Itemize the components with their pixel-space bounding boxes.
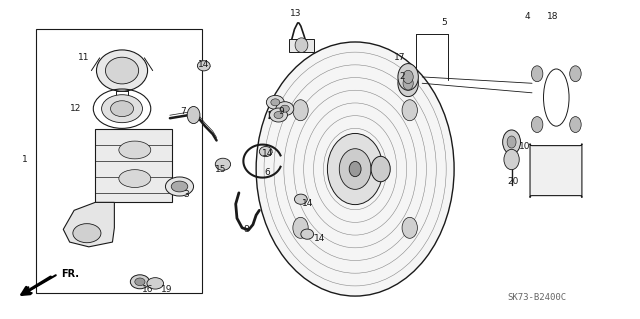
Text: 19: 19: [161, 285, 173, 294]
Text: 5: 5: [442, 19, 447, 27]
Text: 10: 10: [518, 142, 530, 151]
Ellipse shape: [274, 112, 283, 119]
Ellipse shape: [349, 161, 361, 177]
Ellipse shape: [215, 158, 230, 170]
Ellipse shape: [398, 63, 419, 90]
Text: 7: 7: [180, 108, 186, 116]
Ellipse shape: [119, 141, 151, 159]
Text: 18: 18: [547, 12, 559, 21]
FancyBboxPatch shape: [530, 144, 582, 197]
Ellipse shape: [301, 229, 314, 239]
Bar: [95, 129, 172, 202]
Ellipse shape: [73, 224, 101, 243]
Ellipse shape: [147, 278, 164, 289]
Ellipse shape: [256, 42, 454, 296]
Text: 13: 13: [290, 9, 301, 18]
Ellipse shape: [293, 100, 308, 121]
Ellipse shape: [266, 95, 284, 109]
Ellipse shape: [371, 156, 390, 182]
Text: 3: 3: [183, 190, 189, 199]
Ellipse shape: [135, 278, 145, 286]
Text: FR.: FR.: [61, 269, 79, 279]
Ellipse shape: [271, 99, 280, 106]
Ellipse shape: [197, 61, 210, 71]
Text: 14: 14: [262, 149, 273, 158]
Text: 4: 4: [525, 12, 531, 21]
Ellipse shape: [543, 69, 569, 126]
Text: 15: 15: [215, 165, 227, 174]
Ellipse shape: [402, 217, 417, 238]
Ellipse shape: [531, 66, 543, 82]
Bar: [289, 39, 314, 51]
Text: 9: 9: [279, 108, 285, 116]
Ellipse shape: [339, 149, 371, 189]
Ellipse shape: [403, 77, 413, 90]
Text: 20: 20: [507, 177, 518, 186]
Text: 14: 14: [301, 199, 313, 208]
Ellipse shape: [507, 136, 516, 148]
Ellipse shape: [280, 105, 289, 112]
Ellipse shape: [111, 101, 134, 117]
Ellipse shape: [293, 217, 308, 238]
Ellipse shape: [166, 177, 193, 196]
Ellipse shape: [570, 66, 581, 82]
Ellipse shape: [106, 57, 139, 84]
Ellipse shape: [403, 70, 413, 84]
Text: 16: 16: [142, 285, 154, 294]
Text: 8: 8: [244, 225, 250, 234]
Text: 1: 1: [22, 155, 28, 164]
Ellipse shape: [570, 117, 581, 132]
Text: 2: 2: [399, 72, 404, 81]
Ellipse shape: [131, 275, 150, 289]
Ellipse shape: [502, 130, 520, 154]
Ellipse shape: [398, 70, 419, 97]
Ellipse shape: [294, 194, 307, 204]
Ellipse shape: [402, 100, 417, 121]
Ellipse shape: [119, 170, 151, 188]
Ellipse shape: [259, 146, 272, 157]
Ellipse shape: [269, 108, 287, 122]
Ellipse shape: [504, 149, 519, 170]
Text: 6: 6: [264, 168, 270, 177]
Text: 12: 12: [70, 104, 82, 113]
Text: 14: 14: [314, 234, 326, 243]
Text: 14: 14: [198, 60, 209, 69]
Ellipse shape: [172, 181, 188, 192]
Polygon shape: [63, 202, 115, 247]
Text: 11: 11: [78, 53, 90, 62]
Bar: [36, 29, 202, 293]
Text: 17: 17: [394, 53, 406, 62]
Ellipse shape: [328, 133, 383, 204]
Ellipse shape: [531, 117, 543, 132]
Ellipse shape: [97, 50, 148, 91]
Ellipse shape: [295, 38, 308, 52]
Text: SK73-B2400C: SK73-B2400C: [508, 293, 566, 302]
Ellipse shape: [276, 102, 294, 116]
Ellipse shape: [187, 107, 200, 123]
Ellipse shape: [102, 95, 143, 123]
